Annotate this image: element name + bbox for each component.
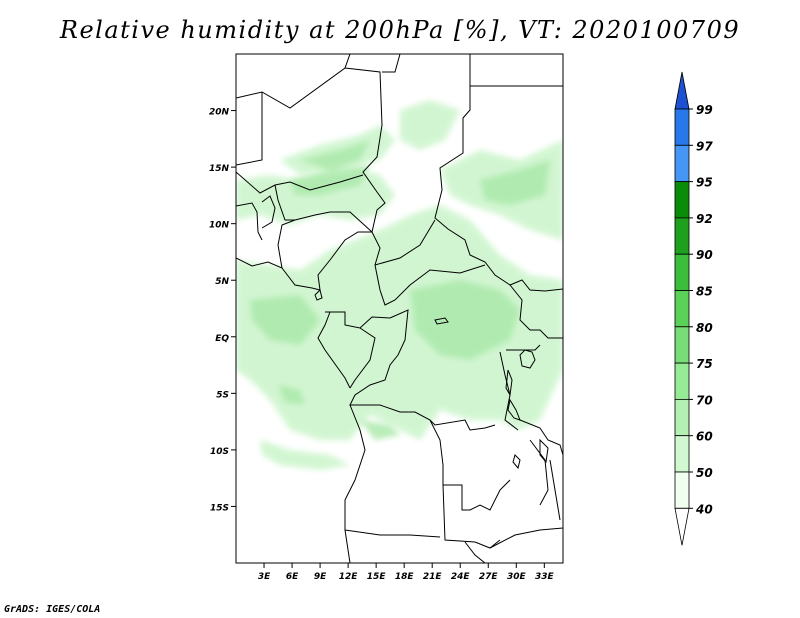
grads-credit: GrADS: IGES/COLA (4, 604, 101, 615)
colorbar-label: 50 (696, 466, 713, 480)
colorbar-box (674, 217, 690, 255)
colorbar-box (674, 471, 690, 509)
colorbar-label: 95 (696, 176, 713, 190)
colorbar-label: 70 (696, 393, 713, 407)
lat-label: 5N (215, 277, 229, 287)
lon-label: 33E (535, 572, 555, 582)
colorbar-box (674, 108, 690, 146)
lat-label: 15S (210, 503, 229, 513)
chart-title: Relative humidity at 200hPa [%], VT: 202… (59, 16, 741, 44)
lat-label: 10N (209, 221, 230, 231)
lat-label: 20N (209, 108, 230, 118)
colorbar-label: 90 (696, 248, 713, 262)
humidity-shading (236, 100, 563, 470)
colorbar-bottom-arrow (674, 507, 690, 546)
colorbar-box (674, 181, 690, 219)
lon-label: 18E (395, 572, 415, 582)
lon-label: 3E (258, 572, 271, 582)
lat-label: EQ (215, 334, 229, 344)
lon-label: 6E (286, 572, 299, 582)
colorbar-label: 85 (696, 285, 713, 299)
colorbar-box (674, 253, 690, 291)
colorbar: 99 97 95 92 90 85 80 75 70 60 50 40 (674, 71, 713, 546)
colorbar-box (674, 144, 690, 183)
colorbar-label: 97 (696, 139, 713, 153)
colorbar-label: 40 (695, 502, 713, 516)
lakes (314, 289, 549, 470)
lon-label: 21E (423, 572, 443, 582)
colorbar-label: 92 (696, 212, 713, 226)
lat-label: 15N (209, 164, 230, 174)
colorbar-top-arrow (674, 71, 690, 110)
lon-label: 15E (367, 572, 387, 582)
lon-label: 12E (339, 572, 359, 582)
colorbar-box (674, 290, 690, 328)
lon-label: 30E (507, 572, 527, 582)
lat-label: 10S (210, 447, 229, 457)
lon-label: 9E (314, 572, 327, 582)
lon-label: 24E (451, 572, 471, 582)
latitude-axis: 20N 15N 10N 5N EQ 5S 10S 15S (209, 108, 236, 513)
longitude-axis: 3E 6E 9E 12E 15E 18E 21E 24E 27E 30E 33E (258, 563, 555, 582)
map-frame (235, 53, 564, 564)
colorbar-label: 75 (696, 357, 713, 371)
colorbar-box (674, 362, 690, 400)
colorbar-label: 99 (696, 103, 713, 117)
colorbar-label: 80 (696, 321, 713, 335)
colorbar-label: 60 (696, 430, 713, 444)
colorbar-box (674, 326, 690, 364)
lon-label: 27E (479, 572, 499, 582)
colorbar-box (674, 435, 690, 473)
colorbar-box (674, 398, 690, 437)
lat-label: 5S (216, 390, 229, 400)
